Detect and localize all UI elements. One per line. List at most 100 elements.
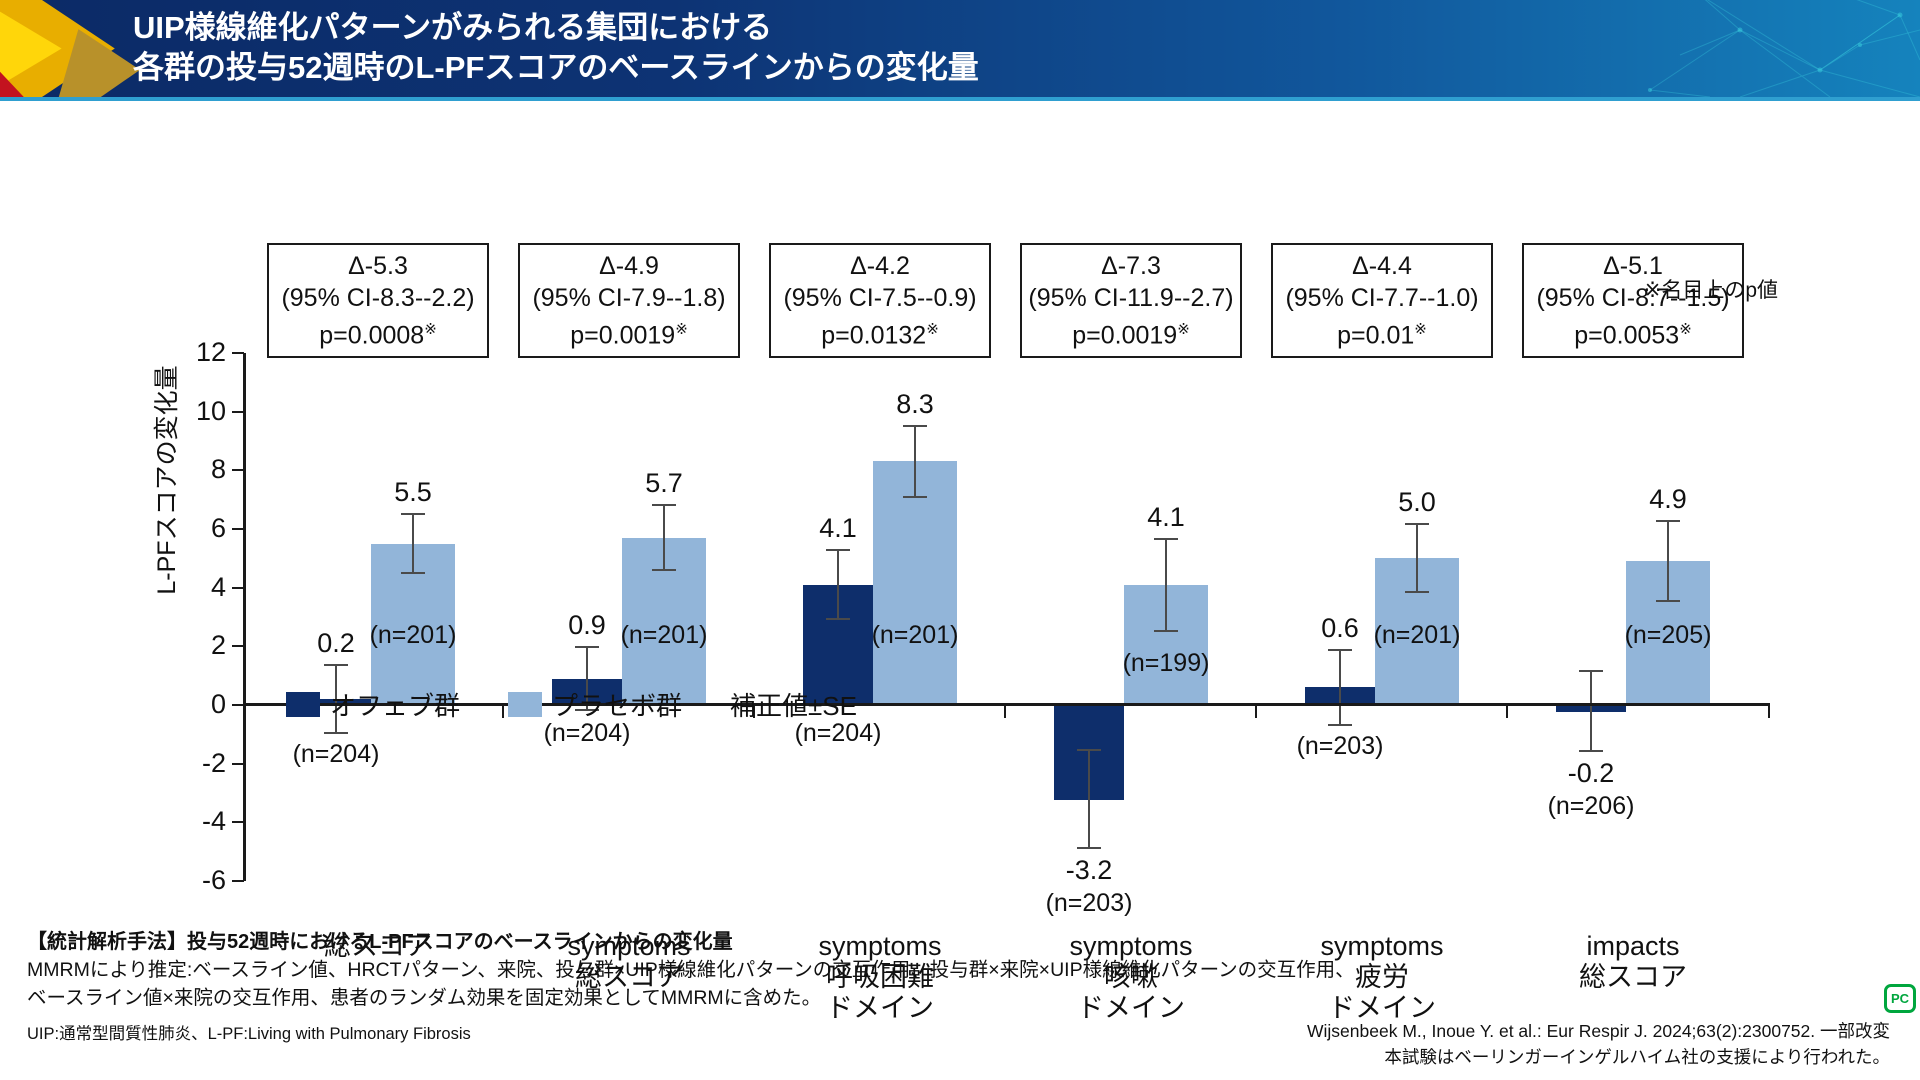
error-bar-cap <box>826 549 850 552</box>
stat-p: p=0.0132※ <box>821 321 939 350</box>
error-bar <box>1088 749 1090 849</box>
x-tick <box>1004 705 1006 718</box>
error-bar <box>586 646 588 711</box>
stat-p: p=0.0019※ <box>570 321 688 350</box>
error-bar-cap <box>575 708 599 711</box>
legend-item-ofev: オフェブ群 <box>286 686 460 723</box>
y-tick <box>232 469 244 472</box>
y-tick-label: 6 <box>210 512 226 543</box>
page-title: UIP様線維化パターンがみられる集団における 各群の投与52週時のL-PFスコア… <box>133 8 979 88</box>
value-label: 0.2 <box>317 627 355 658</box>
category-label-0: 総スコア <box>324 931 432 961</box>
value-label: 5.0 <box>1398 487 1436 518</box>
legend-label-placebo: プラセボ群 <box>552 691 683 721</box>
error-bar-cap <box>324 732 348 735</box>
error-bar <box>1165 537 1167 632</box>
legend-swatch-placebo <box>508 692 543 717</box>
chart-legend: オフェブ群 プラセボ群 補正値±SE <box>286 686 905 723</box>
error-bar-cap <box>1154 629 1178 632</box>
y-tick <box>232 527 244 530</box>
value-label: 4.9 <box>1649 484 1687 515</box>
y-tick-label: 4 <box>210 571 226 602</box>
legend-swatch-ofev <box>286 692 320 717</box>
error-bar-cap <box>1656 600 1680 603</box>
n-label: (n=203) <box>1045 888 1133 917</box>
error-bar <box>1416 523 1418 594</box>
value-label: 5.5 <box>394 476 432 507</box>
citation: Wijsenbeek M., Inoue Y. et al.: Eur Resp… <box>1307 1018 1890 1070</box>
error-bar-cap <box>903 424 927 427</box>
value-label: 4.1 <box>1147 501 1185 532</box>
stat-ci: (95% CI-7.5--0.9) <box>783 284 977 312</box>
stat-box-1: Δ-4.9 (95% CI-7.9--1.8) p=0.0019※ <box>518 243 740 359</box>
error-bar <box>1590 669 1592 752</box>
pc-logo: PC <box>1884 984 1916 1013</box>
x-tick <box>1768 705 1770 718</box>
error-bar-cap <box>1656 520 1680 523</box>
stat-ci: (95% CI-7.9--1.8) <box>532 284 726 312</box>
error-bar <box>1339 649 1341 726</box>
stat-ci: (95% CI-8.7--1.5) <box>1536 284 1730 312</box>
value-label: 8.3 <box>896 388 934 419</box>
error-bar-cap <box>1579 669 1603 672</box>
stat-p: p=0.0019※ <box>1072 321 1190 350</box>
y-tick-label: -4 <box>201 806 226 837</box>
error-bar-cap <box>401 512 425 515</box>
stat-ci: (95% CI-11.9--2.7) <box>1028 284 1234 312</box>
n-label: (n=201) <box>1373 621 1461 649</box>
n-label: (n=204) <box>794 719 882 747</box>
x-tick <box>502 705 504 718</box>
chart-area: Δ-5.3 (95% CI-8.3--2.2) p=0.0008※ Δ-4.9 (95%… <box>0 97 1920 1023</box>
n-label: (n=205) <box>1624 621 1712 649</box>
stat-delta: Δ-4.4 <box>1352 252 1412 280</box>
stat-box-0: Δ-5.3 (95% CI-8.3--2.2) p=0.0008※ <box>267 243 489 359</box>
x-tick <box>753 705 755 718</box>
y-tick-label: 8 <box>210 454 226 485</box>
category-label-2: symptoms 呼吸困難 ドメイン <box>818 931 942 1023</box>
value-label: 0.6 <box>1321 613 1359 644</box>
category-label-5: impacts 総スコア <box>1579 931 1687 992</box>
error-bar <box>914 424 916 499</box>
stat-method-text-2: ベースライン値×来院の交互作用、患者のランダム効果を固定効果としてMMRMに含め… <box>27 987 822 1009</box>
error-bar <box>663 503 665 572</box>
error-bar <box>1667 520 1669 603</box>
n-label: (n=204) <box>543 719 631 747</box>
network-pattern-icon <box>1648 0 1920 97</box>
stat-delta: Δ-5.3 <box>348 252 408 280</box>
y-tick-label: -6 <box>201 865 226 896</box>
stat-delta: Δ-7.3 <box>1101 252 1161 280</box>
n-label: (n=203) <box>1296 731 1384 760</box>
p-value-note: ※名目上のp値 <box>1643 279 1778 302</box>
error-bar-cap <box>401 572 425 575</box>
error-bar-cap <box>1405 523 1429 526</box>
error-bar-cap <box>652 569 676 572</box>
stat-ci: (95% CI-7.7--1.0) <box>1285 284 1479 312</box>
title-line-2: 各群の投与52週時のL-PFスコアのベースラインからの変化量 <box>133 50 979 85</box>
y-tick <box>232 821 244 824</box>
error-bar-cap <box>1405 591 1429 594</box>
y-tick <box>232 586 244 589</box>
error-bar-cap <box>1154 537 1178 540</box>
error-bar-cap <box>652 503 676 506</box>
error-bar-cap <box>1077 749 1101 752</box>
y-tick-label: 2 <box>210 630 226 661</box>
stat-box-4: Δ-4.4 (95% CI-7.7--1.0) p=0.01※ <box>1271 243 1493 359</box>
y-tick <box>232 645 244 648</box>
value-label: 0.9 <box>568 610 606 641</box>
error-bar <box>335 663 337 735</box>
n-label: (n=201) <box>871 621 959 649</box>
legend-note: 補正値±SE <box>730 691 857 721</box>
y-tick-label: -2 <box>201 747 226 778</box>
y-axis-line <box>243 353 246 881</box>
category-label-4: symptoms 疲労 ドメイン <box>1320 931 1444 1023</box>
y-tick <box>232 704 244 706</box>
y-axis-title: L-PFスコアの変化量 <box>153 365 181 595</box>
y-tick <box>232 762 244 765</box>
title-line-1: UIP様線維化パターンがみられる集団における <box>133 10 773 45</box>
n-label: (n=201) <box>369 621 457 649</box>
value-label: 5.7 <box>645 467 683 498</box>
y-tick <box>232 351 244 354</box>
category-label-1: symptoms 総スコア <box>567 931 691 992</box>
value-label: -3.2 <box>1065 854 1113 885</box>
